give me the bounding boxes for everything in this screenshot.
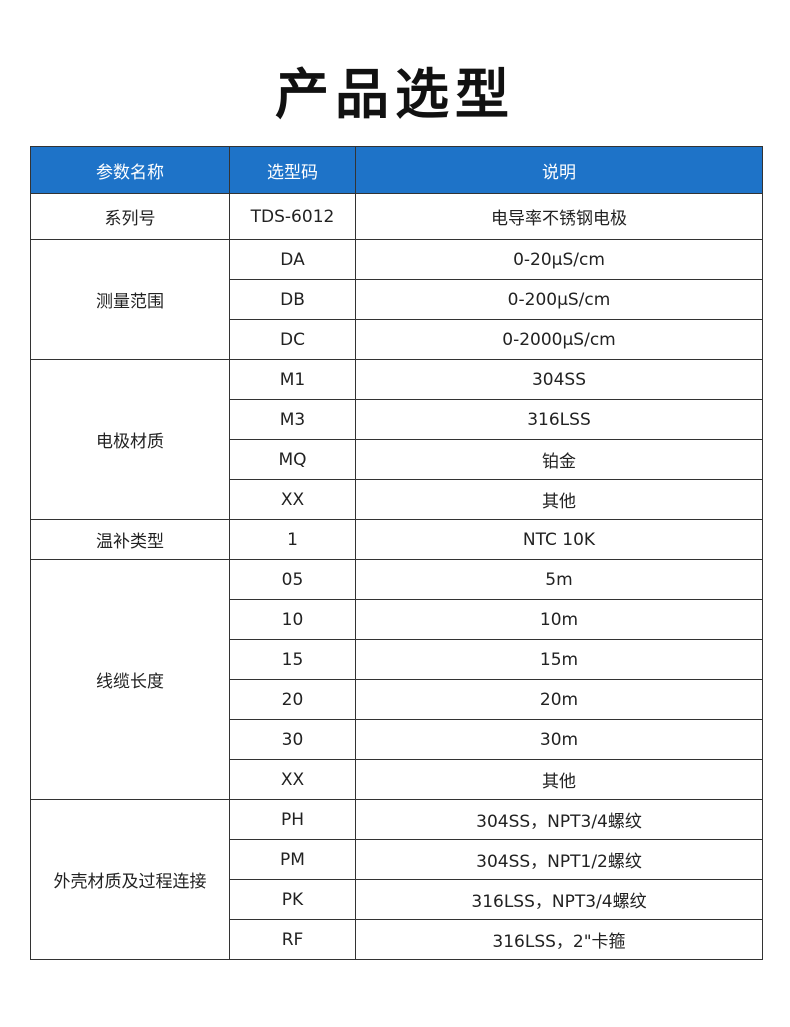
code-cell: 1	[229, 519, 356, 560]
desc-cell: 30m	[355, 719, 763, 760]
code-cell: DA	[229, 239, 356, 280]
desc-cell: 0-20μS/cm	[355, 239, 763, 280]
code-cell: 15	[229, 639, 356, 680]
table-row: MQ 铂金	[31, 439, 763, 480]
header-code: 选型码	[229, 146, 356, 194]
product-selection-table: 参数名称 选型码 说明 系列号 TDS-6012 电导率不锈钢电极 测量范围 DA 0-2…	[30, 146, 763, 960]
header-param: 参数名称	[30, 146, 230, 194]
param-name-cell: 测量范围	[30, 239, 230, 360]
code-cell: 20	[229, 679, 356, 720]
desc-cell: 316LSS，2"卡箍	[355, 919, 763, 960]
desc-cell: 5m	[355, 559, 763, 600]
param-name-cell: 外壳材质及过程连接	[30, 799, 230, 960]
desc-cell: 304SS，NPT1/2螺纹	[355, 839, 763, 880]
desc-cell: 20m	[355, 679, 763, 720]
desc-cell: 其他	[355, 759, 763, 800]
code-cell: TDS-6012	[229, 193, 356, 240]
param-name-cell: 线缆长度	[30, 559, 230, 800]
table-row: PM 304SS，NPT1/2螺纹	[31, 839, 763, 880]
code-cell: MQ	[229, 439, 356, 480]
param-name-cell: 电极材质	[30, 359, 230, 520]
param-name-cell: 温补类型	[30, 519, 230, 560]
header-desc: 说明	[355, 146, 763, 194]
desc-cell: 电导率不锈钢电极	[355, 193, 763, 240]
desc-cell: 304SS，NPT3/4螺纹	[355, 799, 763, 840]
code-cell: XX	[229, 759, 356, 800]
code-cell: PH	[229, 799, 356, 840]
table-row: 15 15m	[31, 639, 763, 680]
desc-cell: 316LSS	[355, 399, 763, 440]
table-row: DB 0-200μS/cm	[31, 279, 763, 320]
table-row: 10 10m	[31, 599, 763, 640]
code-cell: DB	[229, 279, 356, 320]
desc-cell: 0-200μS/cm	[355, 279, 763, 320]
code-cell: RF	[229, 919, 356, 960]
code-cell: M1	[229, 359, 356, 400]
code-cell: 10	[229, 599, 356, 640]
table-row: 线缆长度 05 5m	[30, 559, 763, 800]
param-name-cell: 系列号	[30, 193, 230, 240]
table-row: XX 其他	[31, 479, 763, 520]
table-row: 系列号 TDS-6012 电导率不锈钢电极	[30, 193, 763, 240]
code-cell: PK	[229, 879, 356, 920]
code-cell: PM	[229, 839, 356, 880]
page-title: 产品选型	[275, 63, 515, 126]
code-cell: M3	[229, 399, 356, 440]
desc-cell: 0-2000μS/cm	[355, 319, 763, 360]
code-cell: 05	[229, 559, 356, 600]
table-row: XX 其他	[31, 759, 763, 800]
table-row: 测量范围 DA 0-20μS/cm	[30, 239, 763, 360]
desc-cell: 316LSS，NPT3/4螺纹	[355, 879, 763, 920]
code-cell: XX	[229, 479, 356, 520]
table-row: PK 316LSS，NPT3/4螺纹	[31, 879, 763, 920]
code-cell: DC	[229, 319, 356, 360]
table-row: DC 0-2000μS/cm	[31, 319, 763, 360]
desc-cell: NTC 10K	[355, 519, 763, 560]
table-row: 外壳材质及过程连接 PH 304SS，NPT3/4螺纹	[30, 799, 763, 960]
desc-cell: 铂金	[355, 439, 763, 480]
table-row: RF 316LSS，2"卡箍	[31, 919, 763, 960]
table-row: M3 316LSS	[31, 399, 763, 440]
desc-cell: 304SS	[355, 359, 763, 400]
table-row: 电极材质 M1 304SS	[30, 359, 763, 520]
desc-cell: 其他	[355, 479, 763, 520]
table-header-row: 参数名称 选型码 说明	[30, 146, 763, 194]
table-row: 温补类型 1 NTC 10K	[30, 519, 763, 560]
desc-cell: 10m	[355, 599, 763, 640]
code-cell: 30	[229, 719, 356, 760]
table-row: 20 20m	[31, 679, 763, 720]
desc-cell: 15m	[355, 639, 763, 680]
